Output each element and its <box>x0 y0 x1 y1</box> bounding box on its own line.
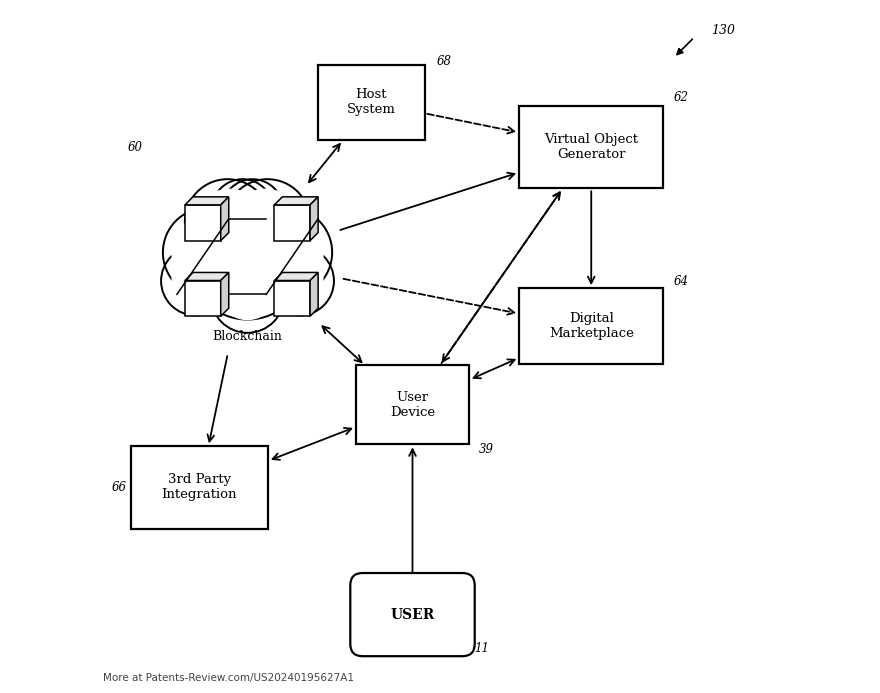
Circle shape <box>188 202 306 319</box>
Polygon shape <box>185 205 221 240</box>
Text: 60: 60 <box>128 141 143 154</box>
Circle shape <box>194 208 300 313</box>
Text: 64: 64 <box>674 274 689 288</box>
FancyBboxPatch shape <box>519 106 664 188</box>
Circle shape <box>194 189 265 261</box>
Circle shape <box>163 208 253 297</box>
Polygon shape <box>310 272 318 316</box>
Circle shape <box>224 179 310 265</box>
Circle shape <box>212 179 273 240</box>
Text: User
Device: User Device <box>390 391 435 419</box>
Circle shape <box>222 179 283 240</box>
Circle shape <box>172 252 227 306</box>
Circle shape <box>268 252 323 306</box>
Text: 11: 11 <box>474 642 489 656</box>
Circle shape <box>185 179 270 265</box>
Polygon shape <box>185 272 229 281</box>
FancyBboxPatch shape <box>350 573 474 656</box>
Circle shape <box>172 215 247 290</box>
FancyBboxPatch shape <box>130 446 268 529</box>
Polygon shape <box>185 281 221 316</box>
Polygon shape <box>275 281 310 316</box>
Text: 130: 130 <box>712 24 736 37</box>
Polygon shape <box>185 197 229 205</box>
Polygon shape <box>275 205 310 240</box>
FancyBboxPatch shape <box>318 64 424 140</box>
Text: More at Patents-Review.com/US20240195627A1: More at Patents-Review.com/US20240195627… <box>103 674 354 683</box>
Text: USER: USER <box>391 608 435 622</box>
Text: 3rd Party
Integration: 3rd Party Integration <box>162 473 237 502</box>
Text: 62: 62 <box>674 91 689 104</box>
Text: 39: 39 <box>480 443 495 456</box>
FancyBboxPatch shape <box>356 365 469 444</box>
Text: Virtual Object
Generator: Virtual Object Generator <box>544 133 638 161</box>
Text: Digital
Marketplace: Digital Marketplace <box>549 312 634 340</box>
Circle shape <box>219 263 276 319</box>
Circle shape <box>230 189 301 261</box>
Polygon shape <box>221 272 229 316</box>
Circle shape <box>161 246 231 315</box>
Polygon shape <box>275 272 318 281</box>
Text: Blockchain: Blockchain <box>213 330 282 342</box>
Polygon shape <box>221 197 229 240</box>
Text: 68: 68 <box>436 55 451 68</box>
Polygon shape <box>275 197 318 205</box>
Circle shape <box>211 260 284 333</box>
Circle shape <box>248 215 323 290</box>
Text: 66: 66 <box>112 481 127 494</box>
Circle shape <box>265 246 334 315</box>
Circle shape <box>243 208 332 297</box>
Text: Host
System: Host System <box>347 89 396 116</box>
FancyBboxPatch shape <box>519 288 664 364</box>
Polygon shape <box>310 197 318 240</box>
